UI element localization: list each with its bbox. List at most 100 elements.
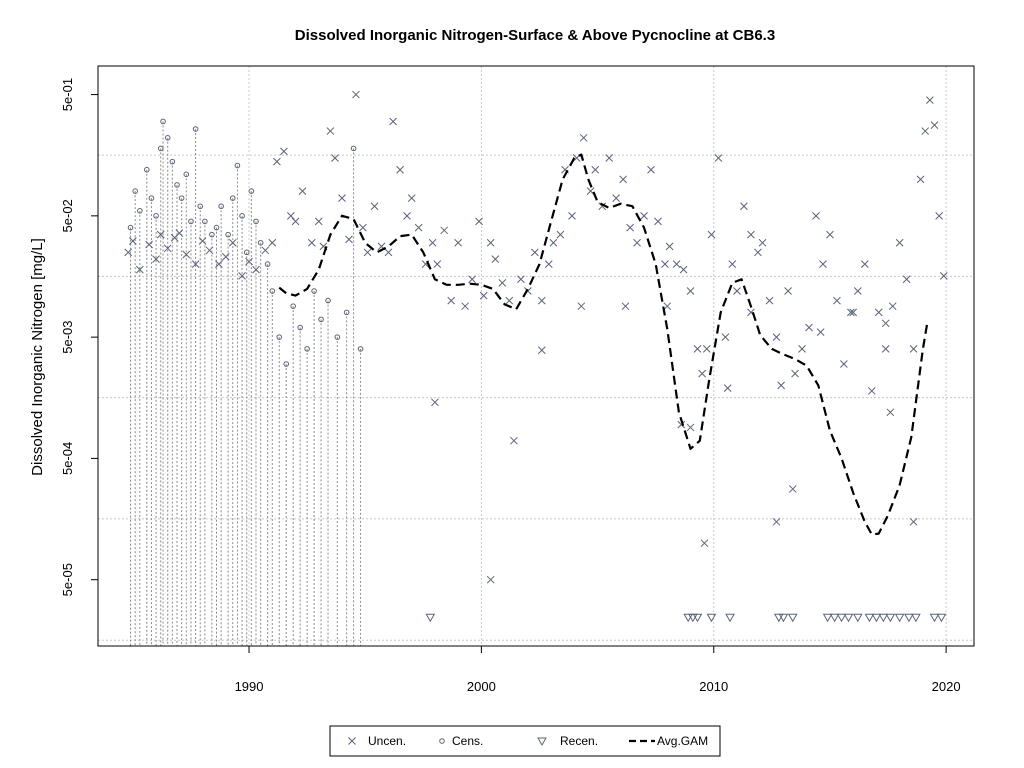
uncensored-point (833, 296, 841, 305)
uncensored-point (886, 408, 895, 417)
uncensored-point (772, 517, 781, 526)
uncensored-point (245, 257, 253, 266)
uncensored-point (414, 223, 423, 232)
uncensored-point (370, 202, 379, 211)
uncensored-point (853, 287, 862, 295)
uncensored-point (338, 194, 346, 202)
uncensored-point (733, 287, 741, 295)
uncensored-point (819, 260, 827, 268)
uncensored-point (486, 575, 495, 584)
uncensored-point (291, 217, 300, 226)
recensored-point (425, 613, 436, 623)
uncensored-point (612, 194, 621, 202)
censored-point (318, 316, 324, 323)
uncensored-point (129, 237, 137, 245)
legend-symbol-censored (439, 738, 445, 744)
uncensored-point (537, 346, 546, 355)
censored-point (343, 309, 350, 316)
uncensored-point (498, 279, 507, 287)
recensored-point (878, 613, 889, 623)
uncensored-point (860, 260, 869, 268)
uncensored-point (909, 517, 918, 526)
uncensored-point (849, 308, 858, 317)
y-tick-label: 5e-02 (60, 199, 75, 232)
censored-point (148, 195, 155, 201)
uncensored-point (728, 260, 737, 268)
censored-point (297, 324, 303, 331)
censored-point (357, 346, 364, 352)
uncensored-point (191, 260, 200, 268)
uncensored-point (549, 238, 558, 247)
uncensored-point (544, 260, 553, 268)
uncensored-point (874, 308, 883, 317)
recensored-point (836, 613, 847, 623)
censored-point (311, 288, 317, 294)
legend-label: Cens. (452, 734, 483, 748)
censored-point (188, 218, 194, 225)
uncensored-point (156, 230, 165, 239)
uncensored-point (124, 248, 133, 257)
censored-point (290, 303, 296, 309)
uncensored-point (314, 217, 323, 226)
y-tick-label: 5e-03 (60, 321, 75, 354)
censored-point (183, 171, 190, 178)
censored-point (276, 334, 283, 340)
uncensored-point (152, 255, 160, 263)
uncensored-point (784, 287, 792, 295)
uncensored-point (214, 260, 223, 268)
uncensored-point (238, 272, 246, 280)
recensored-point (822, 613, 833, 623)
uncensored-point (228, 238, 237, 247)
censored-point (160, 118, 166, 125)
uncensored-point (654, 217, 662, 226)
x-tick-label: 2020 (932, 679, 961, 694)
uncensored-point (640, 211, 648, 220)
uncensored-point (396, 165, 404, 174)
uncensored-point (721, 333, 730, 341)
uncensored-point (747, 230, 755, 239)
censored-point (153, 213, 159, 219)
uncensored-point (475, 217, 483, 226)
uncensored-point (447, 296, 456, 305)
uncensored-point (568, 211, 576, 220)
chart-title: Dissolved Inorganic Nitrogen-Surface & A… (295, 27, 775, 44)
uncensored-point (867, 387, 876, 395)
uncensored-point (939, 272, 948, 280)
recensored-point (829, 613, 840, 623)
uncensored-point (647, 165, 655, 174)
censored-point (304, 346, 310, 352)
uncensored-point (163, 244, 172, 253)
uncensored-point (537, 296, 546, 305)
censored-point (350, 145, 357, 152)
censored-point (197, 203, 204, 210)
uncensored-point (826, 230, 834, 239)
x-tick-label: 1990 (235, 679, 264, 694)
uncensored-point (693, 345, 702, 353)
censored-point (234, 162, 241, 169)
censored-point (169, 158, 176, 165)
uncensored-point (468, 275, 476, 284)
uncensored-point (895, 238, 904, 247)
uncensored-point (816, 328, 825, 336)
uncensored-point (925, 96, 934, 104)
uncensored-point (198, 237, 207, 245)
uncensored-point (686, 287, 695, 295)
censored-point (127, 224, 134, 231)
x-axis: 1990 2000 2010 2020 (235, 645, 961, 694)
uncensored-point (461, 302, 469, 311)
censored-point (243, 249, 250, 256)
uncensored-point (805, 323, 813, 332)
uncensored-point (700, 539, 709, 548)
uncensored-point (888, 302, 897, 311)
uncensored-point (772, 333, 781, 341)
uncensored-point (777, 381, 785, 390)
uncensored-point (702, 345, 711, 353)
censored-point (132, 188, 138, 194)
legend: Uncen. Cens. Recen. Avg.GAM (329, 725, 721, 757)
uncensored-point (431, 398, 439, 407)
uncensored-point (846, 308, 855, 317)
censored-whiskers (130, 121, 362, 646)
uncensored-point (440, 226, 449, 235)
recensored-point (864, 613, 875, 623)
